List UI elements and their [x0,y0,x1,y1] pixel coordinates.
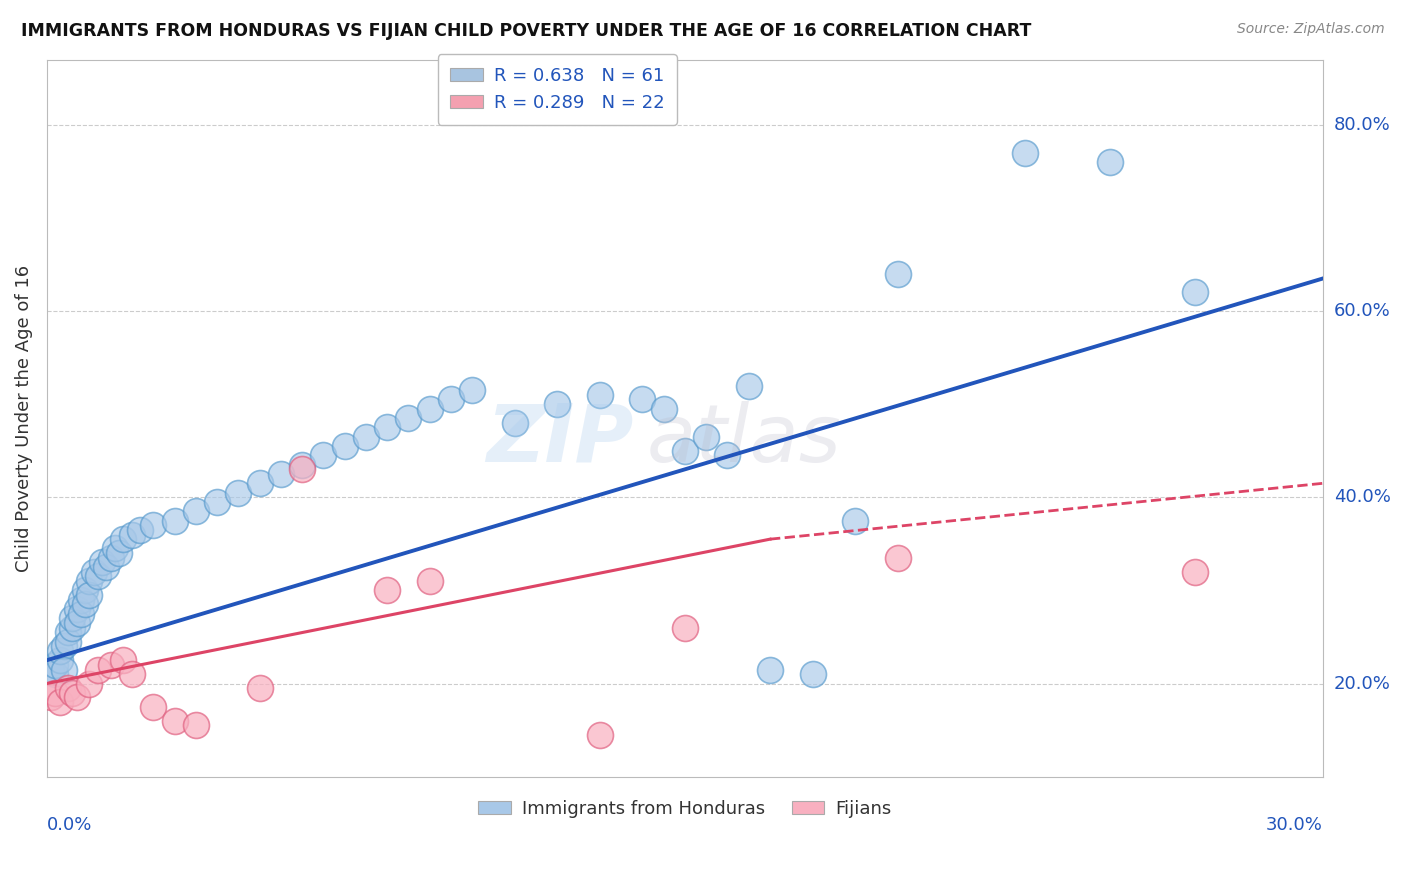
Text: 60.0%: 60.0% [1334,302,1391,320]
Text: IMMIGRANTS FROM HONDURAS VS FIJIAN CHILD POVERTY UNDER THE AGE OF 16 CORRELATION: IMMIGRANTS FROM HONDURAS VS FIJIAN CHILD… [21,22,1032,40]
Point [100,550,122,565]
Point [205,495,228,509]
Point [66,615,89,630]
Point [738,378,761,392]
Point [184,504,207,518]
Point [62,686,84,700]
Point [291,462,314,476]
Point [1014,145,1036,160]
Point [48,695,70,709]
Point [70,592,93,607]
Point [312,448,335,462]
Point [87,569,110,583]
Point [44,686,66,700]
Text: Source: ZipAtlas.com: Source: ZipAtlas.com [1237,22,1385,37]
Point [375,420,398,434]
Point [163,514,186,528]
Point [39,663,62,677]
Point [121,667,143,681]
Point [291,458,314,472]
Point [695,430,717,444]
Point [56,634,79,648]
Point [461,383,484,397]
Point [801,667,824,681]
Point [249,476,271,491]
Point [79,676,101,690]
Point [716,448,738,462]
Point [104,541,127,556]
Point [1099,155,1122,169]
Point [79,588,101,602]
Point [184,718,207,732]
Point [48,644,70,658]
Y-axis label: Child Poverty Under the Age of 16: Child Poverty Under the Age of 16 [15,265,32,572]
Point [589,388,612,402]
Point [142,518,165,533]
Point [56,681,79,695]
Point [398,411,420,425]
Point [91,556,114,570]
Text: 0.0%: 0.0% [46,816,93,834]
Point [419,401,441,416]
Point [62,621,84,635]
Point [66,602,89,616]
Point [39,690,62,705]
Point [354,430,377,444]
Point [66,690,89,705]
Point [48,653,70,667]
Point [1184,565,1206,579]
Text: 40.0%: 40.0% [1334,488,1391,507]
Point [112,532,135,546]
Point [83,565,105,579]
Point [440,392,463,407]
Point [87,663,110,677]
Point [108,546,131,560]
Point [1184,285,1206,300]
Point [52,640,75,654]
Point [62,611,84,625]
Point [631,392,654,407]
Point [75,583,97,598]
Point [44,657,66,672]
Point [129,523,152,537]
Point [333,439,356,453]
Point [100,657,122,672]
Point [759,663,782,677]
Point [589,728,612,742]
Point [673,443,696,458]
Point [249,681,271,695]
Point [844,514,866,528]
Text: atlas: atlas [647,401,841,479]
Point [419,574,441,588]
Legend: Immigrants from Honduras, Fijians: Immigrants from Honduras, Fijians [471,792,898,825]
Point [79,574,101,588]
Point [546,397,568,411]
Point [70,607,93,621]
Point [503,416,526,430]
Text: ZIP: ZIP [486,401,634,479]
Point [75,598,97,612]
Text: 20.0%: 20.0% [1334,674,1391,692]
Point [56,625,79,640]
Point [52,663,75,677]
Text: 30.0%: 30.0% [1267,816,1323,834]
Point [270,467,292,481]
Point [673,621,696,635]
Point [163,714,186,728]
Text: 80.0%: 80.0% [1334,116,1391,134]
Point [44,667,66,681]
Point [121,527,143,541]
Point [886,267,908,281]
Point [142,699,165,714]
Point [226,485,249,500]
Point [886,550,908,565]
Point [112,653,135,667]
Point [652,401,675,416]
Point [375,583,398,598]
Point [96,560,118,574]
